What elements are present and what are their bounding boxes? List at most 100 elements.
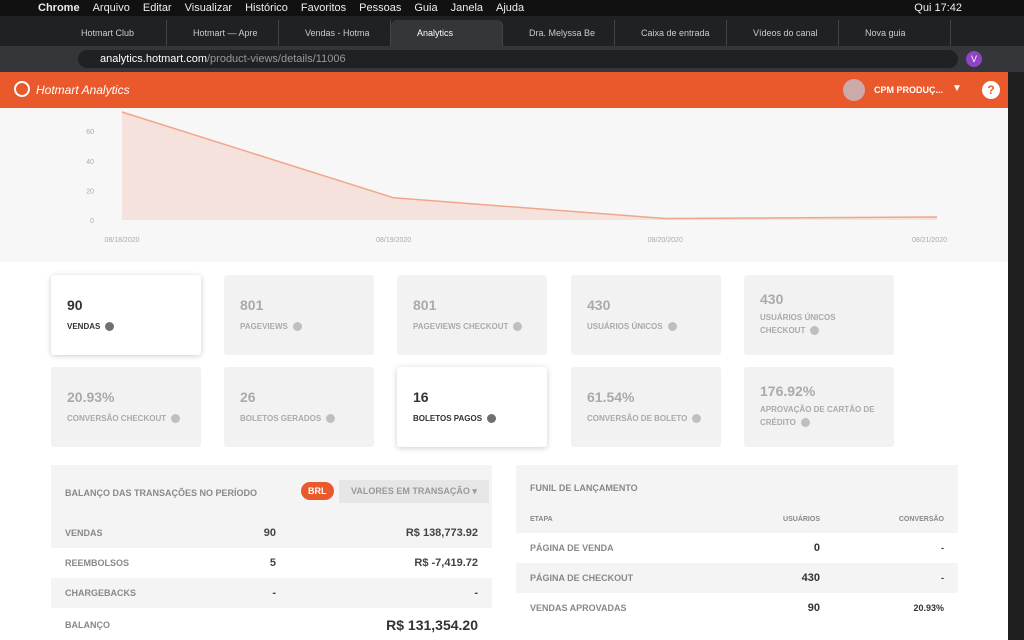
metric-label: CONVERSÃO CHECKOUT [67, 412, 185, 425]
metric-card: 801 PAGEVIEWS [224, 275, 374, 355]
menu-bar: Chrome Arquivo Editar Visualizar Histórico Fa… [0, 0, 1024, 16]
conversion: - [941, 543, 944, 553]
total-label: BALANÇO [65, 620, 110, 630]
metric-label-text: BOLETOS PAGOS [413, 414, 483, 423]
url-host: analytics.hotmart.com [100, 53, 207, 65]
funnel-row: PÁGINA DE VENDA 0 - [516, 533, 958, 563]
stage: VENDAS APROVADAS [530, 603, 627, 613]
account[interactable]: CPM PRODUÇ... [874, 85, 944, 95]
balance-title: BALANÇO DAS TRANSAÇÕES NO PERÍODO [65, 488, 258, 498]
funnel-panel: FUNIL DE LANÇAMENTO ETAPA USUÁRIOS CONVERS… [516, 465, 958, 640]
url-field[interactable]: analytics.hotmart.com/product-views/deta… [78, 50, 958, 68]
info-icon[interactable] [105, 322, 115, 332]
tab[interactable]: Caixa de entrada [615, 20, 727, 46]
row-amount: R$ 138,773.92 [405, 527, 478, 539]
metric-value: 26 [240, 389, 256, 405]
info-icon[interactable] [292, 322, 302, 332]
menu-item[interactable]: Arquivo [92, 2, 130, 14]
tab[interactable]: Analytics [391, 20, 503, 46]
y-tick-label: 0 [90, 218, 94, 225]
help[interactable]: ? [982, 81, 1000, 99]
metric-value: 20.93% [67, 389, 115, 405]
x-tick-label: 08/19/2020 [376, 237, 411, 244]
balance-panel: BALANÇO DAS TRANSAÇÕES NO PERÍODO BRL VA… [51, 465, 492, 640]
balance-row: REEMBOLSOS 5 R$ -7,419.72 [51, 548, 492, 578]
menu-item[interactable]: Favoritos [300, 2, 347, 14]
menu-item[interactable]: Ajuda [496, 2, 525, 14]
metric-card: 26 BOLETOS GERADOS [224, 367, 374, 447]
info-icon[interactable] [692, 414, 702, 424]
metric-label: APROVAÇÃO DE CARTÃO DE CRÉDITO [760, 403, 878, 429]
metric-card: 176.92% APROVAÇÃO DE CARTÃO DE CRÉDITO [744, 367, 894, 447]
menu-item[interactable]: Visualizar [184, 2, 233, 14]
metric-value: 801 [240, 297, 264, 313]
tab[interactable]: Hotmart — Apre [167, 20, 279, 46]
metric-label-text: VENDAS [67, 322, 101, 331]
account-arrow[interactable]: ▼ [952, 83, 962, 94]
profile[interactable]: V [966, 51, 982, 67]
menu-item[interactable]: Editar [142, 2, 172, 14]
info-icon[interactable] [326, 414, 336, 424]
menu-item[interactable]: Guia [414, 2, 438, 14]
column-header: CONVERSÃO [898, 516, 944, 523]
balance-row: CHARGEBACKS - - [51, 578, 492, 608]
logo [14, 81, 30, 97]
row-amount: R$ -7,419.72 [414, 557, 478, 569]
menu-item[interactable]: Histórico [245, 2, 288, 14]
avatar [843, 79, 865, 101]
funnel-title: FUNIL DE LANÇAMENTO [530, 483, 638, 493]
conversion: - [941, 573, 944, 583]
chart: 0 20 40 60 08/18/2020 08/19/2020 08/20/2020 08/… [0, 108, 1008, 262]
info-icon[interactable] [800, 418, 810, 428]
info-icon[interactable] [171, 414, 181, 424]
stage: PÁGINA DE CHECKOUT [530, 573, 634, 583]
metric-label-text: USUÁRIOS ÚNICOS CHECKOUT [760, 313, 836, 335]
info-icon[interactable] [487, 414, 497, 424]
metric-card: 16 BOLETOS PAGOS [397, 367, 547, 447]
metric-label-text: BOLETOS GERADOS [240, 414, 322, 423]
row-label: VENDAS [65, 528, 103, 538]
line [121, 111, 938, 220]
users: 90 [807, 602, 820, 614]
tab[interactable]: Nova guia [839, 20, 951, 46]
row-label: REEMBOLSOS [65, 558, 130, 568]
y-tick-label: 60 [86, 129, 94, 136]
balance-row: VENDAS 90 R$ 138,773.92 [51, 518, 492, 548]
metric-label: PAGEVIEWS [240, 320, 358, 333]
metric-label-text: USUÁRIOS ÚNICOS [587, 322, 663, 331]
column-header: USUÁRIOS [783, 516, 820, 523]
metric-value: 90 [67, 297, 83, 313]
metric-label: BOLETOS PAGOS [413, 412, 531, 425]
tab[interactable]: Vendas - Hotma [279, 20, 391, 46]
tab[interactable]: Vídeos do canal [727, 20, 839, 46]
dropdown[interactable]: VALORES EM TRANSAÇÃO ▾ [339, 480, 489, 503]
tab[interactable]: Hotmart Club [55, 20, 167, 46]
metric-value: 801 [413, 297, 437, 313]
page: Hotmart Analytics CPM PRODUÇ... ▼ ? 0 20 4… [0, 72, 1008, 640]
metric-label: VENDAS [67, 320, 185, 333]
tab-bar: Hotmart Club Hotmart — Apre Vendas - Hotma… [0, 16, 1024, 46]
menu-item[interactable]: Janela [450, 2, 484, 14]
metric-label-text: PAGEVIEWS [240, 322, 288, 331]
menu-item[interactable]: Pessoas [359, 2, 402, 14]
x-tick-label: 08/21/2020 [912, 237, 947, 244]
metric-value: 430 [760, 291, 784, 307]
tab[interactable]: Dra. Melyssa Be [503, 20, 615, 46]
info-icon[interactable] [667, 322, 677, 332]
funnel-rows: ETAPA USUÁRIOS CONVERSÃO PÁGINA DE VENDA 0- P… [516, 507, 958, 640]
info-icon[interactable] [810, 326, 820, 336]
metric-label: USUÁRIOS ÚNICOS CHECKOUT [760, 311, 878, 337]
header: Hotmart Analytics CPM PRODUÇ... ▼ ? [0, 72, 1008, 108]
funnel-row: VENDAS APROVADAS 90 20.93% [516, 593, 958, 623]
row-count: - [272, 587, 276, 599]
metric-label-text: APROVAÇÃO DE CARTÃO DE CRÉDITO [760, 405, 875, 427]
metric-value: 176.92% [760, 383, 816, 399]
x-tick-label: 08/20/2020 [648, 237, 683, 244]
metric-label: BOLETOS GERADOS [240, 412, 358, 425]
info-icon[interactable] [513, 322, 523, 332]
currency[interactable]: BRL [301, 482, 334, 500]
dropdown-label: VALORES EM TRANSAÇÃO [351, 486, 470, 496]
clock: Qui 17:42 [914, 2, 962, 14]
row-label: CHARGEBACKS [65, 588, 137, 598]
metric-value: 61.54% [587, 389, 635, 405]
